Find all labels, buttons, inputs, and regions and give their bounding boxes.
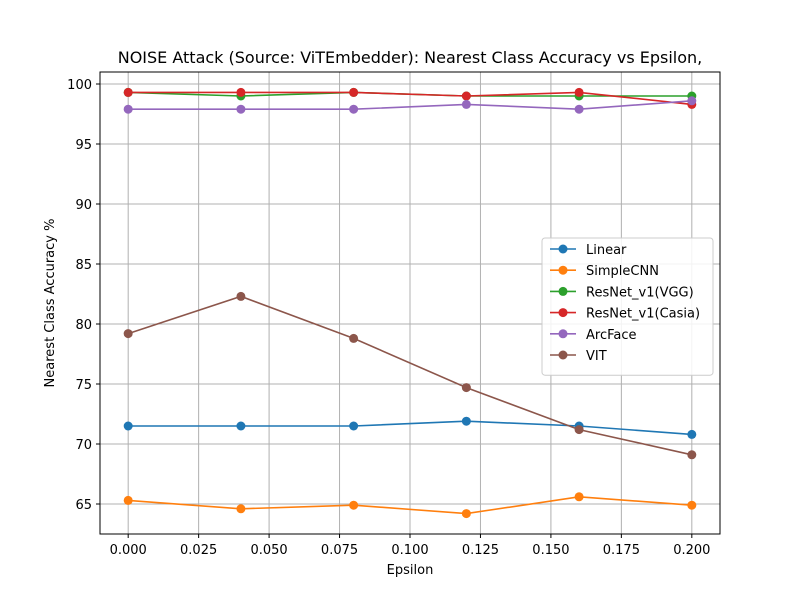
data-point	[461, 99, 471, 109]
data-point	[461, 91, 471, 101]
series-line	[127, 295, 692, 456]
y-axis-ticks: 65 70 75 80 85 90 95 100	[67, 78, 100, 513]
legend-item: VIT	[550, 349, 607, 364]
chart-title: NOISE Attack (Source: ViTEmbedder): Near…	[118, 48, 703, 67]
y-tick-label: 90	[75, 198, 92, 213]
data-point	[349, 333, 359, 343]
data-point	[123, 495, 133, 505]
data-point	[349, 104, 359, 114]
y-tick-label: 65	[75, 498, 92, 513]
x-axis-label: Epsilon	[387, 563, 434, 578]
y-tick-label: 80	[75, 318, 92, 333]
series-simplecnn	[123, 492, 697, 519]
x-tick-label: 0.025	[180, 543, 217, 558]
x-tick-label: 0.075	[321, 543, 358, 558]
series-layer	[123, 87, 697, 519]
data-point	[687, 429, 697, 439]
x-tick-label: 0.200	[673, 543, 710, 558]
legend: Linear SimpleCNN ResNet_v1(VGG) ResNet_v1(C…	[541, 237, 714, 376]
legend-label: Linear	[586, 243, 627, 258]
data-point	[461, 509, 471, 519]
data-point	[349, 421, 359, 431]
series-line	[128, 495, 692, 515]
data-point	[349, 500, 359, 510]
legend-item: ArcFace	[550, 328, 637, 343]
series-arcface	[123, 96, 697, 114]
data-point	[687, 450, 697, 460]
legend-label: VIT	[586, 349, 607, 364]
x-tick-label: 0.150	[532, 543, 569, 558]
data-point	[349, 87, 359, 97]
legend-label: ArcFace	[586, 328, 637, 343]
data-point	[236, 421, 246, 431]
data-point	[123, 421, 133, 431]
x-axis-ticks: 0.000 0.025 0.050 0.075 0.100 0.125 0.150 0.175…	[110, 534, 710, 558]
legend-item: Linear	[550, 243, 627, 258]
legend-label: ResNet_v1(VGG)	[586, 285, 694, 300]
data-point	[687, 500, 697, 510]
data-point	[123, 329, 133, 339]
series-line	[128, 420, 692, 436]
y-tick-label: 100	[67, 78, 92, 93]
series-line	[128, 100, 692, 111]
data-point	[236, 87, 246, 97]
series-vit	[123, 291, 697, 460]
data-point	[236, 104, 246, 114]
data-point	[574, 104, 584, 114]
data-point	[574, 492, 584, 502]
y-tick-label: 70	[75, 438, 92, 453]
data-point	[574, 425, 584, 435]
data-point	[236, 504, 246, 514]
data-point	[687, 96, 697, 106]
x-tick-label: 0.125	[462, 543, 499, 558]
x-tick-label: 0.000	[110, 543, 147, 558]
legend-label: ResNet_v1(Casia)	[586, 307, 700, 322]
legend-item: SimpleCNN	[550, 264, 659, 279]
legend-marker	[558, 265, 568, 275]
data-point	[574, 87, 584, 97]
data-point	[461, 416, 471, 426]
y-tick-label: 75	[75, 378, 92, 393]
series-line	[128, 91, 692, 106]
data-point	[461, 383, 471, 393]
legend-item: ResNet_v1(VGG)	[550, 285, 694, 300]
legend-box	[541, 237, 714, 376]
legend-item: ResNet_v1(Casia)	[550, 307, 700, 322]
legend-marker	[558, 286, 568, 296]
x-tick-label: 0.175	[603, 543, 640, 558]
y-tick-label: 85	[75, 258, 92, 273]
legend-marker	[558, 244, 568, 254]
y-axis-label: Nearest Class Accuracy %	[43, 219, 58, 388]
data-point	[123, 87, 133, 97]
y-tick-label: 95	[75, 138, 92, 153]
legend-marker	[558, 329, 568, 339]
x-tick-label: 0.050	[250, 543, 287, 558]
data-point	[236, 291, 246, 301]
x-tick-label: 0.100	[391, 543, 428, 558]
data-point	[123, 104, 133, 114]
legend-marker	[558, 308, 568, 318]
legend-marker	[558, 350, 568, 360]
legend-label: SimpleCNN	[586, 264, 659, 279]
